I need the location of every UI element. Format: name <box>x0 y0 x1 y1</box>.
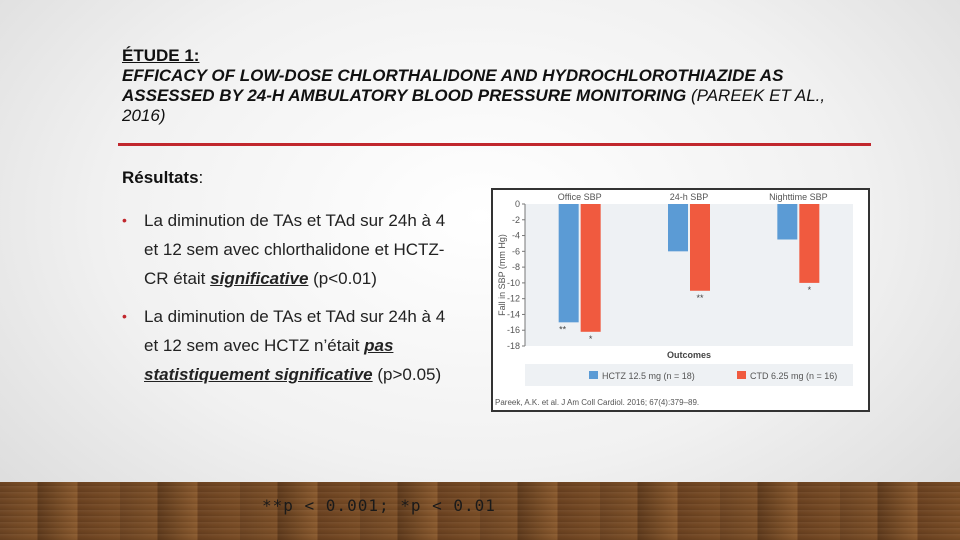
bullet-list: • La diminution de TAs et TAd sur 24h à … <box>118 206 458 398</box>
results-label: Résultats <box>122 168 199 187</box>
title-subheading: EFFICACY OF LOW-DOSE CHLORTHALIDONE AND … <box>122 66 862 126</box>
bullet-dot-icon: • <box>122 212 127 228</box>
bullet1-emphasis: significative <box>210 269 309 288</box>
bar-chart: 0 -2 -4 -6 -8 -10 -12 -14 -16 -18 Fall in SBP (mm … <box>495 192 853 407</box>
bullet1-body: La diminution de TAs et TAd sur 24h à 4 … <box>144 211 446 288</box>
results-heading: Résultats: <box>122 168 203 188</box>
y-tick-label: -2 <box>512 215 520 225</box>
y-tick-label: -4 <box>512 231 520 241</box>
category-label: 24-h SBP <box>670 192 709 202</box>
y-tick-label: 0 <box>515 199 520 209</box>
bar-ctd <box>690 204 710 291</box>
x-axis-label: Outcomes <box>667 350 711 360</box>
y-axis-label: Fall in SBP (mm Hg) <box>497 234 507 316</box>
plot-area <box>525 204 853 346</box>
wood-floor-decoration <box>0 482 960 540</box>
bar-ctd <box>799 204 820 283</box>
bullet-dot-icon: • <box>122 308 127 324</box>
bullet-item-2: • La diminution de TAs et TAd sur 24h à … <box>118 302 458 389</box>
results-colon: : <box>198 168 204 187</box>
bar-annotation: * <box>808 285 812 295</box>
title-divider <box>118 143 871 146</box>
legend-swatch <box>737 371 746 379</box>
bullet-text-2: La diminution de TAs et TAd sur 24h à 4 … <box>144 302 458 389</box>
y-tick-label: -18 <box>507 341 520 351</box>
y-tick-label: -12 <box>507 294 520 304</box>
y-tick-label: -8 <box>512 262 520 272</box>
bullet2-tail: (p>0.05) <box>372 365 442 384</box>
y-tick-label: -10 <box>507 278 520 288</box>
category-label: Nighttime SBP <box>769 192 828 202</box>
title-study-name: EFFICACY OF LOW-DOSE CHLORTHALIDONE AND … <box>122 66 784 105</box>
bar-annotation: ** <box>559 324 567 334</box>
y-tick-label: -16 <box>507 325 520 335</box>
category-label: Office SBP <box>558 192 602 202</box>
bullet-item-1: • La diminution de TAs et TAd sur 24h à … <box>118 206 458 293</box>
significance-footnote: **p < 0.001; *p < 0.01 <box>262 496 496 515</box>
y-tick-label: -14 <box>507 309 520 319</box>
bar-hctz <box>668 204 688 252</box>
title-heading: ÉTUDE 1: <box>122 46 200 65</box>
bar-hctz <box>558 204 579 323</box>
bar-ctd <box>580 204 601 332</box>
bar-annotation: * <box>589 334 593 344</box>
chart-source: Pareek, A.K. et al. J Am Coll Cardiol. 2… <box>495 398 699 407</box>
y-tick-label: -6 <box>512 246 520 256</box>
bullet2-emphasis: pas statistiquement significative <box>144 336 394 384</box>
bullet1-tail: (p<0.01) <box>308 269 377 288</box>
title-citation: (PAREEK ET AL., 2016) <box>122 86 826 125</box>
bullet2-body: La diminution de TAs et TAd sur 24h à 4 … <box>144 307 446 355</box>
legend-label: CTD 6.25 mg (n = 16) <box>750 371 837 381</box>
legend-label: HCTZ 12.5 mg (n = 18) <box>602 371 695 381</box>
chart-figure: 0 -2 -4 -6 -8 -10 -12 -14 -16 -18 Fall in SBP (mm … <box>491 188 870 412</box>
bullet-text-1: La diminution de TAs et TAd sur 24h à 4 … <box>144 206 458 293</box>
slide-title: ÉTUDE 1: EFFICACY OF LOW-DOSE CHLORTHALI… <box>122 46 862 126</box>
bar-hctz <box>777 204 798 240</box>
legend-swatch <box>589 371 598 379</box>
legend-box <box>525 364 853 386</box>
bar-annotation: ** <box>696 293 704 303</box>
